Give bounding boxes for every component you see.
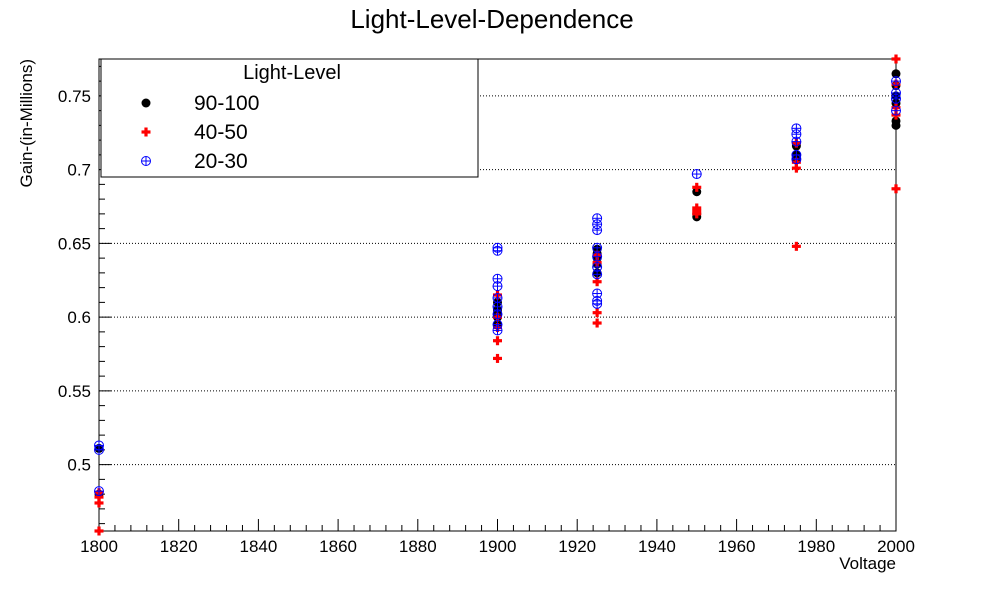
marker-shape bbox=[141, 98, 151, 108]
data-point bbox=[492, 273, 503, 284]
marker-shape bbox=[894, 54, 898, 64]
legend: Light-Level 90-100 40-50 20-30 bbox=[100, 58, 479, 178]
x-tick-label: 1980 bbox=[797, 537, 835, 556]
data-point bbox=[791, 149, 802, 160]
legend-marker bbox=[141, 98, 151, 108]
marker-shape bbox=[595, 308, 599, 318]
data-point bbox=[592, 242, 603, 253]
data-point bbox=[891, 116, 901, 126]
x-tick-label: 2000 bbox=[877, 537, 915, 556]
data-point bbox=[891, 87, 901, 98]
data-point bbox=[492, 319, 503, 330]
x-tick-label: 1960 bbox=[718, 537, 756, 556]
legend-entry-label: 40-50 bbox=[194, 121, 248, 144]
data-point bbox=[891, 184, 901, 194]
y-tick-label: 0.6 bbox=[67, 308, 91, 327]
data-point bbox=[592, 213, 603, 224]
data-point bbox=[592, 277, 602, 287]
x-axis-label: Voltage bbox=[839, 554, 896, 573]
marker-shape bbox=[97, 526, 101, 536]
marker-shape bbox=[695, 203, 699, 213]
data-point bbox=[691, 169, 702, 180]
marker-shape bbox=[495, 336, 500, 346]
data-point bbox=[492, 292, 503, 303]
data-point bbox=[891, 54, 901, 64]
data-point bbox=[891, 69, 901, 79]
marker-shape bbox=[695, 182, 699, 192]
legend-title: Light-Level bbox=[243, 62, 341, 84]
marker-shape bbox=[894, 184, 898, 194]
data-point bbox=[791, 123, 802, 134]
marker-shape bbox=[891, 116, 901, 126]
marker-shape bbox=[595, 277, 599, 287]
data-point bbox=[94, 526, 104, 536]
data-point bbox=[94, 440, 104, 451]
legend-marker bbox=[141, 156, 151, 166]
y-tick-label: 0.55 bbox=[58, 382, 91, 401]
legend-entry-label: 90-100 bbox=[194, 92, 259, 115]
data-point bbox=[492, 301, 503, 312]
data-point bbox=[692, 182, 702, 192]
legend-entry-label: 20-30 bbox=[194, 150, 248, 173]
series-20-30 bbox=[94, 76, 901, 497]
data-point bbox=[592, 251, 603, 262]
data-point bbox=[493, 353, 502, 363]
data-point bbox=[492, 242, 503, 253]
data-point bbox=[94, 486, 104, 497]
legend-marker bbox=[141, 127, 151, 137]
data-point bbox=[493, 336, 502, 346]
y-axis-label: Gain-(in-Millions) bbox=[17, 59, 36, 187]
x-tick-label: 1880 bbox=[399, 537, 437, 556]
marker-shape bbox=[495, 353, 500, 363]
data-point bbox=[592, 308, 602, 318]
data-point bbox=[592, 318, 602, 328]
y-tick-label: 0.7 bbox=[67, 161, 91, 180]
chart-title: Light-Level-Dependence bbox=[350, 4, 633, 34]
marker-shape bbox=[97, 498, 101, 508]
data-point bbox=[692, 203, 702, 213]
legend-box bbox=[100, 58, 479, 178]
x-tick-label: 1840 bbox=[239, 537, 277, 556]
data-point bbox=[791, 163, 801, 173]
data-point bbox=[592, 288, 603, 299]
marker-shape bbox=[794, 241, 798, 251]
data-point bbox=[94, 498, 104, 508]
x-tick-label: 1860 bbox=[319, 537, 357, 556]
marker-shape bbox=[891, 69, 901, 79]
marker-shape bbox=[794, 163, 798, 173]
x-tick-label: 1800 bbox=[80, 537, 118, 556]
marker-shape bbox=[144, 127, 148, 137]
marker-shape bbox=[595, 318, 599, 328]
axis-ticks: 1800 1820 1840 1860 1880 1900 1920 1940 1960 1980… bbox=[58, 65, 915, 556]
data-point bbox=[592, 261, 603, 272]
data-point bbox=[891, 105, 901, 116]
x-tick-label: 1900 bbox=[479, 537, 517, 556]
y-tick-label: 0.75 bbox=[58, 87, 91, 106]
x-tick-label: 1940 bbox=[638, 537, 676, 556]
y-tick-label: 0.5 bbox=[67, 456, 91, 475]
x-tick-label: 1920 bbox=[558, 537, 596, 556]
data-points bbox=[94, 54, 901, 536]
y-tick-label: 0.65 bbox=[58, 234, 91, 253]
data-point bbox=[791, 241, 801, 251]
x-tick-label: 1820 bbox=[160, 537, 198, 556]
data-point bbox=[891, 76, 901, 87]
